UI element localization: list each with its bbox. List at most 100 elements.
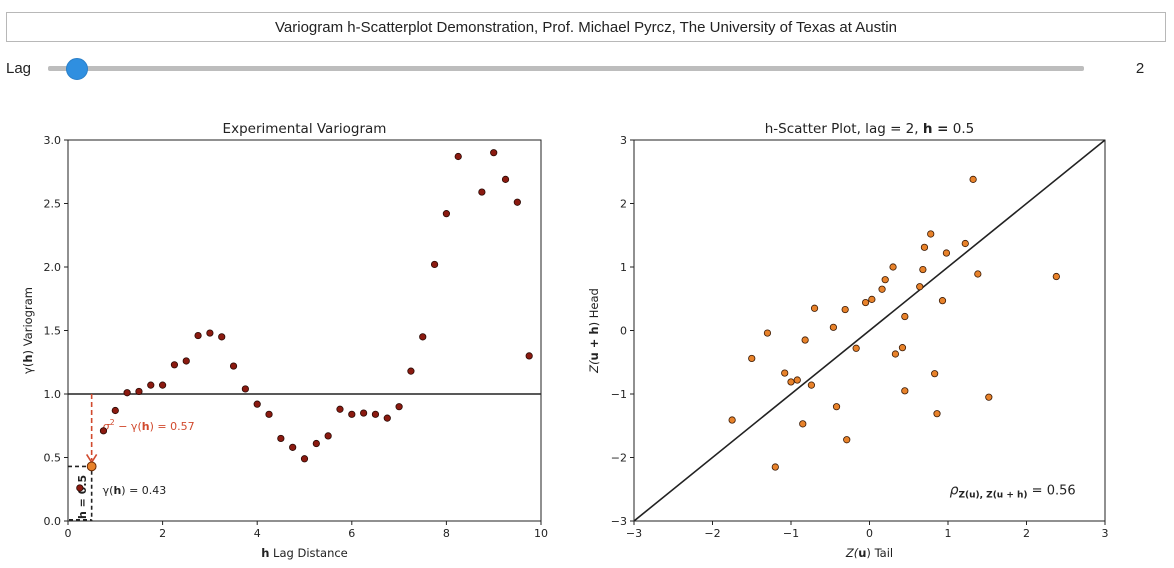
h-scatter-point [799, 420, 807, 428]
h-scatter-y-tick-label: 1 [620, 261, 627, 274]
variogram-point [442, 210, 450, 218]
app-title: Variogram h-Scatterplot Demonstration, P… [6, 12, 1166, 42]
variogram-y-label-pre: γ( [21, 363, 35, 374]
lag-slider-handle[interactable] [66, 58, 88, 80]
variogram-point [76, 484, 84, 492]
variogram-point [182, 357, 190, 365]
variogram-y-tick-label: 0.0 [44, 515, 62, 528]
h-scatter-x-tick-label: 1 [945, 527, 952, 540]
variogram-point [324, 432, 332, 440]
variogram-point [419, 333, 427, 341]
h-scatter-y-label-post: ) Head [587, 288, 601, 326]
variogram-point [99, 427, 108, 435]
h-scatter-point [793, 376, 801, 384]
identity-line [633, 139, 1106, 522]
variogram-point [206, 329, 214, 337]
variogram-y-tick-label: 1.0 [44, 388, 62, 401]
variogram-x-tick-label: 0 [65, 527, 72, 540]
correlation-value: = 0.56 [1028, 483, 1076, 498]
h-scatter-y-tick-label: 0 [620, 325, 627, 338]
variogram-point [371, 410, 380, 418]
variogram-y-label-post: ) Variogram [21, 287, 35, 354]
lag-slider-track[interactable] [48, 66, 1084, 71]
variogram-point [430, 260, 439, 269]
sill-annotation-mid: − γ( [115, 420, 142, 433]
variogram-point [478, 188, 486, 196]
h-scatter-point [891, 350, 900, 358]
variogram-point [395, 403, 403, 411]
variogram-title: Experimental Variogram [223, 121, 387, 137]
variogram-x-tick-label: 2 [159, 527, 166, 540]
h-scatter-x-tick-label: 2 [1023, 527, 1030, 540]
variogram-y-tick-label: 2.0 [44, 261, 62, 274]
variogram-point [253, 400, 261, 408]
variogram-y-tick-label: 3.0 [44, 134, 62, 147]
h-scatter-x-label-bold: u [858, 546, 866, 560]
variogram-point [513, 198, 521, 206]
variogram-point [229, 362, 238, 370]
variogram-x-tick-label: 8 [443, 527, 450, 540]
h-scatter-x-tick-label: 3 [1102, 527, 1109, 540]
h-scatter-point [919, 265, 927, 274]
sill-annotation-post: ) = 0.57 [150, 420, 195, 433]
h-scatter-point [938, 297, 947, 305]
variogram-point [241, 385, 249, 393]
variogram-point [407, 367, 415, 375]
variogram-point [135, 387, 143, 396]
variogram-y-tick-label: 0.5 [44, 452, 62, 465]
variogram-point [360, 409, 368, 417]
h-scatter-point [861, 298, 870, 307]
h-scatter-x-tick-label: 0 [866, 527, 873, 540]
h-scatter-y-tick-label: 3 [620, 134, 627, 147]
h-scatter-point [901, 387, 909, 395]
h-scatter-point [881, 276, 889, 284]
app-title-text: Variogram h-Scatterplot Demonstration, P… [275, 18, 897, 36]
h-scatter-point [916, 283, 924, 291]
correlation-annotation: ρZ(u), Z(u + h) = 0.56 [950, 482, 1076, 500]
variogram-point [265, 410, 273, 418]
h-scatter-y-tick-label: −3 [611, 515, 627, 528]
h-scatter-point [933, 410, 941, 418]
h-scatter-title-pre: h-Scatter Plot, lag = 2, [765, 121, 923, 137]
variogram-point [289, 443, 297, 451]
variogram-point [300, 455, 309, 463]
h-scatter-title-post: 0.5 [948, 121, 974, 137]
h-scatter-point [829, 323, 837, 331]
h-scatter-y-label: Z(u + h) Head [587, 288, 601, 374]
h-scatter-x-label: Z(u) Tail [845, 546, 893, 560]
h-scatter-point [942, 249, 951, 257]
h-scatter-x-tick-label: −2 [704, 527, 720, 540]
variogram-x-label-rest: Lag Distance [269, 546, 347, 560]
h-scatter-point [878, 285, 886, 293]
h-scatter-point [901, 312, 909, 321]
h-scatter-point [985, 393, 993, 401]
h-scatter-x-tick-label: −1 [783, 527, 799, 540]
h-scatter-x-label-post: ) Tail [866, 546, 893, 560]
variogram-point [383, 414, 391, 422]
variogram-point [312, 439, 320, 448]
lag-slider-label: Lag [6, 60, 32, 77]
h-scatter-point [920, 243, 929, 251]
sill-annotation-bold: h [142, 420, 150, 433]
h-scatter-point [969, 175, 977, 183]
h-scatter-point [810, 304, 819, 312]
correlation-subscript: Z(u), Z(u + h) [958, 490, 1027, 500]
variogram-point [277, 434, 285, 443]
variogram-point [490, 149, 498, 157]
h-scatter-y-label-pre: Z( [587, 360, 601, 374]
variogram-chart: 0 2 4 6 8 10 0.0 0.5 1.0 1.5 2.0 2.5 3.0 Experimental… [21, 121, 548, 560]
h-scatter-y-label-bold: u + h [587, 326, 601, 360]
h-scatter-y-tick-label: −2 [611, 452, 627, 465]
variogram-x-tick-label: 10 [534, 527, 548, 540]
variogram-y-label-bold: h [21, 354, 35, 362]
h-scatter-x-label-pre: Z( [845, 546, 859, 560]
sill-annotation-sup: 2 [110, 418, 115, 427]
variogram-point [525, 352, 533, 360]
variogram-point [336, 405, 344, 413]
variogram-point [454, 152, 462, 161]
h-scatter-chart: −3 −2 −1 0 1 2 3 −3 −2 −1 0 1 2 3 h-Scatter Plot, lag … [587, 121, 1109, 560]
variogram-y-tick-label: 2.5 [44, 198, 62, 211]
h-scatter-point [889, 263, 897, 271]
h-scatter-point [807, 381, 816, 389]
